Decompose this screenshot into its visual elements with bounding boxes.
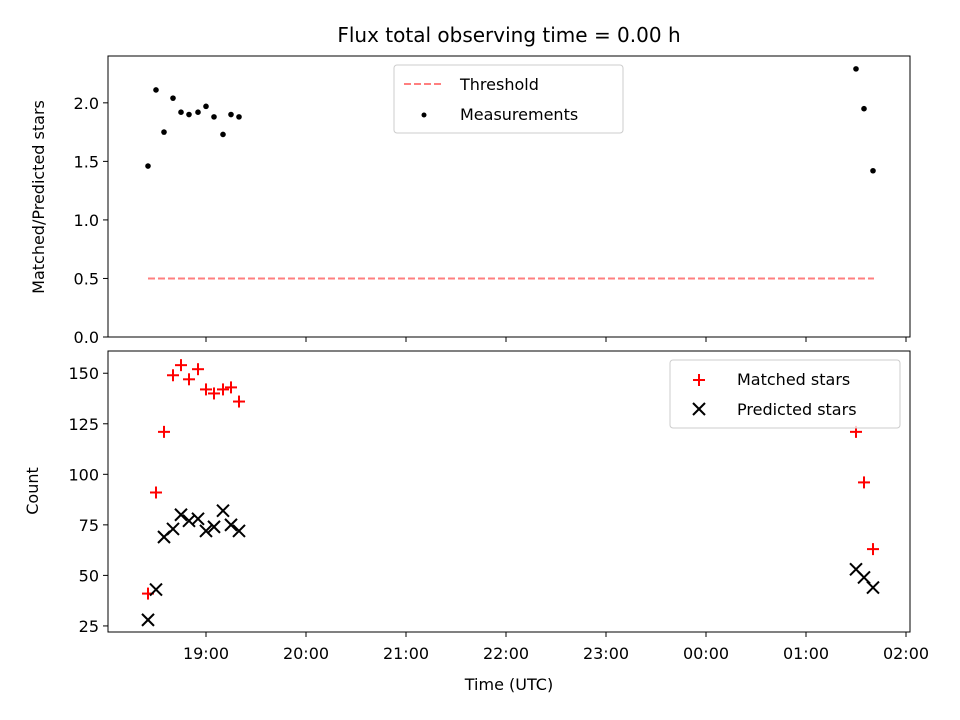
- chart-title: Flux total observing time = 0.00 h: [337, 23, 680, 47]
- x-tick-label: 23:00: [583, 644, 629, 663]
- predicted-stars-legend-marker: [692, 402, 706, 416]
- predicted-stars-point: [149, 582, 163, 597]
- matched-stars-legend-marker: [693, 374, 705, 386]
- measurements-legend-label: Measurements: [460, 105, 578, 124]
- matched-stars-point: [175, 359, 187, 372]
- predicted-stars-point: [866, 580, 880, 595]
- measurement-point: [170, 95, 176, 101]
- measurement-point: [211, 114, 217, 120]
- matched-stars-point: [192, 363, 204, 376]
- measurement-point: [203, 103, 209, 110]
- measurement-point: [236, 114, 242, 120]
- counts-axes-frame: [107, 350, 911, 633]
- ratio-y-tick-label: 0.5: [74, 269, 99, 288]
- counts-y-axis: 25 50 75 100 125 150: [68, 364, 108, 636]
- predicted-stars-point: [207, 520, 221, 534]
- measurement-point: [161, 129, 167, 135]
- counts-legend-frame: [669, 359, 901, 429]
- measurement-point: [870, 167, 876, 174]
- predicted-stars-point: [166, 522, 180, 536]
- measurement-point: [186, 111, 192, 118]
- counts-y-tick-label: 125: [68, 415, 99, 434]
- counts-y-tick-label: 50: [79, 566, 99, 585]
- measurement-point: [153, 87, 159, 93]
- x-tick-label: 02:00: [883, 644, 929, 663]
- x-tick-label: 00:00: [683, 644, 729, 663]
- counts-panel: 25 50 75 100 125 150 19:00 20:00 21:00 22:00 23:0…: [23, 350, 929, 694]
- ratio-panel: 0.00.51.01.52.0 Matched/Predicted stars …: [29, 55, 911, 347]
- ratio-y-tick-label: 0.0: [74, 328, 99, 347]
- measurements-legend-marker: [421, 112, 427, 118]
- matched-stars-point: [208, 387, 220, 400]
- threshold-legend-label: Threshold: [459, 75, 539, 94]
- matched-stars-point: [217, 383, 229, 396]
- predicted-stars-point: [141, 613, 155, 627]
- predicted-stars-point: [224, 518, 238, 532]
- ratio-y-axis: 0.0 0.5 1.0 1.5 2.0: [74, 94, 108, 347]
- x-tick-label: 21:00: [383, 644, 429, 663]
- ratio-y-tick-label: 1.5: [74, 152, 99, 171]
- predicted-stars-point: [199, 524, 213, 538]
- measurement-point: [145, 163, 151, 169]
- predicted-stars-point: [216, 503, 230, 518]
- ratio-legend-frame: [393, 64, 624, 134]
- matched-stars-point: [200, 383, 212, 396]
- ratio-plot-area: [145, 66, 876, 280]
- ratio-y-tick-label: 2.0: [74, 94, 99, 113]
- counts-y-tick-label: 100: [68, 465, 99, 484]
- x-tick-label: 20:00: [283, 644, 329, 663]
- measurement-point: [195, 109, 201, 115]
- matched-stars-point: [158, 425, 170, 438]
- predicted-stars-point: [174, 508, 188, 522]
- ratio-y-axis-title: Matched/Predicted stars: [29, 100, 48, 294]
- counts-y-tick-label: 25: [79, 617, 99, 636]
- matched-stars-point: [233, 395, 245, 408]
- measurement-point: [853, 66, 859, 72]
- counts-y-axis-title: Count: [23, 467, 42, 515]
- predicted-stars-point: [232, 524, 246, 538]
- measurement-point: [228, 111, 234, 118]
- ratio-legend: Threshold Measurements: [393, 64, 624, 134]
- x-axis-title: Time (UTC): [464, 675, 553, 694]
- matched-stars-point: [858, 476, 870, 489]
- counts-y-tick-label: 150: [68, 364, 99, 383]
- matched-stars-point: [183, 373, 195, 386]
- x-tick-label: 19:00: [183, 644, 229, 663]
- counts-y-tick-label: 75: [79, 516, 99, 535]
- measurement-point: [861, 105, 867, 112]
- ratio-y-tick-label: 1.0: [74, 211, 99, 230]
- x-tick-label: 01:00: [783, 644, 829, 663]
- matched-stars-legend-label: Matched stars: [737, 370, 850, 389]
- counts-legend: Matched stars Predicted stars: [669, 359, 901, 429]
- matched-stars-point: [150, 486, 162, 499]
- x-tick-label: 22:00: [483, 644, 529, 663]
- predicted-stars-legend-label: Predicted stars: [737, 400, 857, 419]
- matched-stars-point: [867, 543, 879, 556]
- measurement-point: [220, 131, 226, 138]
- ratio-axes-frame: [107, 55, 911, 338]
- counts-x-axis: 19:00 20:00 21:00 22:00 23:00 00:00 01:00 02:00: [183, 632, 929, 663]
- matched-stars-point: [167, 369, 179, 382]
- ratio-x-ticks: [205, 337, 907, 342]
- predicted-stars-point: [191, 512, 205, 526]
- measurement-point: [178, 109, 184, 115]
- matched-stars-point: [225, 381, 237, 394]
